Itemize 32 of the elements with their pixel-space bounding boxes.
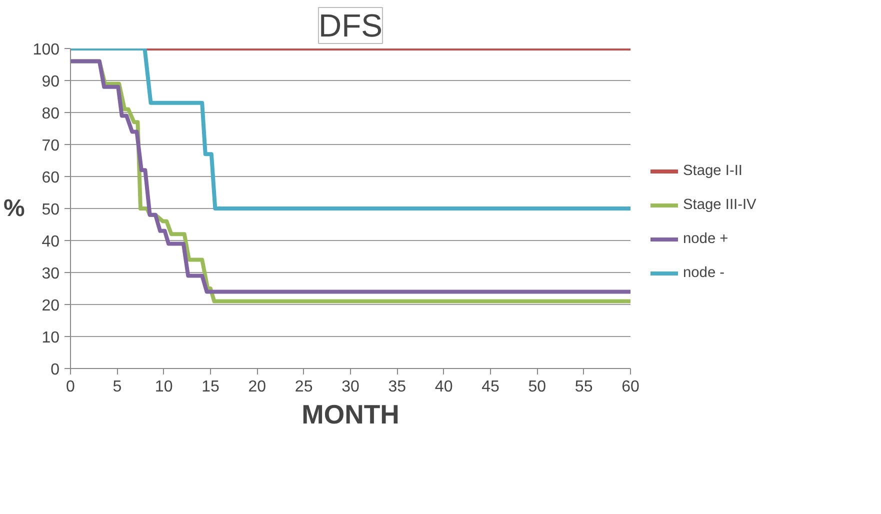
x-tick-label: 45: [482, 378, 500, 396]
x-tick-label: 25: [294, 378, 313, 396]
legend-label: node +: [683, 231, 728, 247]
y-tick-label: 40: [42, 234, 60, 250]
y-axis-title: %: [3, 195, 25, 222]
x-tick-label: 55: [574, 378, 593, 396]
y-tick-label: 50: [42, 202, 60, 218]
legend-label: Stage I-II: [683, 163, 742, 179]
x-tick-label: 35: [388, 378, 406, 396]
y-tick-label: 90: [42, 74, 60, 90]
y-tick-label: 100: [32, 42, 60, 58]
legend-label: Stage III-IV: [683, 197, 756, 213]
y-tick-label: 10: [42, 330, 60, 346]
y-tick-label: 70: [42, 138, 60, 154]
x-tick-label: 5: [112, 378, 122, 396]
x-tick-label: 40: [434, 378, 453, 396]
x-tick-label: 20: [248, 378, 266, 396]
x-tick-label: 10: [154, 378, 173, 396]
x-tick-label: 60: [622, 378, 640, 396]
chart-title: DFS: [318, 8, 382, 44]
x-tick-label: 50: [528, 378, 546, 396]
y-tick-label: 20: [42, 298, 60, 314]
y-tick-label: 60: [42, 170, 60, 186]
x-tick-label: 15: [202, 378, 220, 396]
x-tick-label: 0: [66, 378, 76, 396]
y-tick-label: 80: [42, 106, 60, 122]
y-tick-label: 30: [42, 266, 60, 282]
y-tick-label: 0: [50, 362, 60, 378]
x-axis-title: MONTH: [302, 400, 400, 430]
x-tick-label: 30: [342, 378, 360, 396]
legend-label: node -: [683, 265, 725, 281]
line-series: [70, 48, 630, 210]
